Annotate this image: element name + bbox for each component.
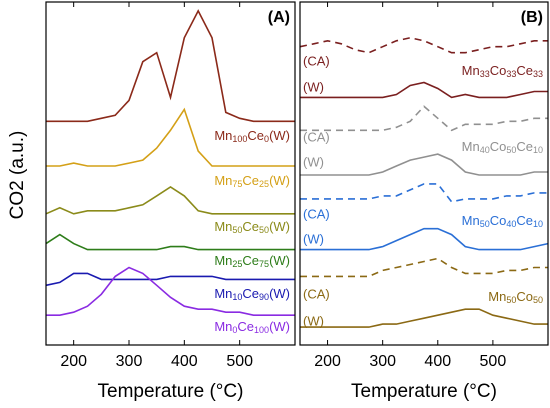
series-line [45, 272, 295, 287]
x-tick-label: 300 [116, 353, 143, 370]
x-tick-label: 200 [60, 353, 87, 370]
series-label: (CA) [303, 286, 330, 301]
group-label: Mn33Co33Ce33 [462, 63, 543, 79]
x-tick-label: 400 [171, 353, 198, 370]
y-axis-label: CO2 (a.u.) [7, 131, 28, 220]
x-axis-label: Temperature (°C) [351, 381, 497, 402]
series-label: Mn50Ce50(W) [214, 219, 290, 235]
plot-frame [45, 1, 296, 346]
series-label: Mn25Ce75(W) [214, 253, 290, 269]
series-line [300, 153, 548, 176]
series-label: (W) [303, 313, 324, 328]
series-label: Mn10Ce90(W) [214, 286, 290, 302]
x-tick-label: 200 [314, 353, 341, 370]
series-label: Mn0Ce100(W) [214, 319, 290, 335]
x-axis-label: Temperature (°C) [98, 381, 244, 402]
group-label: Mn50Co40Ce10 [462, 213, 543, 229]
series-line [45, 233, 295, 251]
x-tick-label: 300 [369, 353, 396, 370]
series-label: (CA) [303, 53, 330, 68]
series-line [299, 36, 548, 54]
panel-title: (B) [521, 9, 543, 26]
series-line [300, 81, 548, 99]
series-line [300, 308, 548, 328]
series-label: (W) [303, 79, 324, 94]
plot-frame [299, 1, 549, 346]
series-label: (CA) [303, 129, 330, 144]
series-line [45, 185, 295, 215]
group-label: Mn50Co50 [488, 289, 543, 305]
series-label: (W) [303, 154, 324, 169]
x-tick-label: 400 [424, 353, 451, 370]
panel-title: (A) [268, 9, 290, 26]
series-label: Mn100Ce0(W) [214, 128, 290, 144]
x-tick-label: 500 [480, 353, 507, 370]
series-line [300, 227, 549, 251]
group-label: Mn40Co50Ce10 [462, 139, 543, 155]
x-tick-label: 500 [226, 353, 253, 370]
series-label: Mn75Ce25(W) [214, 173, 290, 189]
series-label: (W) [303, 231, 324, 246]
series-line [300, 257, 548, 278]
series-label: (CA) [303, 206, 330, 221]
series-line [46, 107, 295, 167]
series-line [300, 105, 548, 132]
series-line [46, 266, 295, 316]
series-line [300, 183, 548, 203]
series-line [46, 9, 295, 123]
